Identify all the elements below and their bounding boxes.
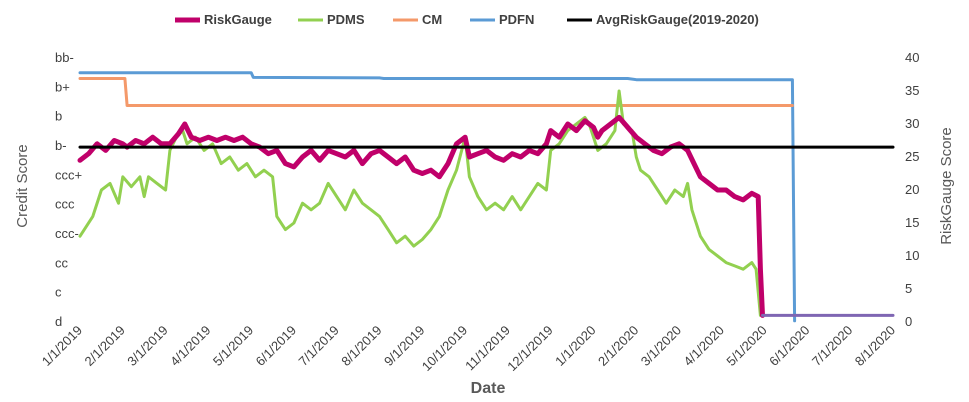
y-left-tick-label: c: [55, 285, 62, 300]
y-right-tick-label: 35: [905, 83, 919, 98]
y-right-tick-label: 10: [905, 248, 919, 263]
y-left-tick-label: ccc: [55, 197, 75, 212]
legend-label-riskgauge: RiskGauge: [204, 12, 272, 27]
x-tick-label: 12/1/2019: [504, 323, 556, 375]
series-line-pdfn: [78, 71, 797, 323]
legend-label-pdms: PDMS: [327, 12, 365, 27]
series-group: [77, 71, 895, 323]
series-line-riskgauge: [77, 114, 765, 318]
legend-label-cm: CM: [422, 12, 442, 27]
legend-label-pdfn: PDFN: [499, 12, 534, 27]
y-left-tick-label: b-: [55, 138, 67, 153]
y-left-tick-label: b: [55, 109, 62, 124]
x-tick-label: 5/1/2019: [210, 323, 256, 369]
x-tick-label: 1/1/2019: [39, 323, 85, 369]
x-tick-label: 5/1/2020: [723, 323, 769, 369]
series-line-cm: [78, 77, 794, 107]
x-tick-label: 7/1/2020: [809, 323, 855, 369]
x-tick-label: 6/1/2019: [253, 323, 299, 369]
x-tick-label: 4/1/2019: [167, 323, 213, 369]
y-left-tick-label: b+: [55, 79, 70, 94]
x-tick-label: 2/1/2020: [595, 323, 641, 369]
y-left-tick-label: bb-: [55, 50, 74, 65]
x-tick-label: 3/1/2020: [638, 323, 684, 369]
x-tick-label: 7/1/2019: [295, 323, 341, 369]
y-right-tick-label: 30: [905, 116, 919, 131]
y-right-tick-label: 15: [905, 215, 919, 230]
x-axis-title: Date: [471, 380, 506, 397]
legend: RiskGauge PDMS CM PDFN AvgRiskGauge(2019…: [175, 12, 759, 27]
y-right-tick-label: 0: [905, 314, 912, 329]
x-axis: 1/1/20192/1/20193/1/20194/1/20195/1/2019…: [39, 323, 898, 375]
x-tick-label: 2/1/2019: [82, 323, 128, 369]
y-left-tick-label: ccc-: [55, 226, 79, 241]
y-left-tick-label: ccc+: [55, 167, 82, 182]
y-right-tick-label: 5: [905, 281, 912, 296]
y-left-tick-label: d: [55, 314, 62, 329]
legend-label-avgriskgauge: AvgRiskGauge(2019-2020): [596, 12, 759, 27]
y-axis-right-title: RiskGauge Score: [938, 127, 955, 245]
x-tick-label: 3/1/2019: [124, 323, 170, 369]
y-right-tick-label: 40: [905, 50, 919, 65]
y-axis-left-title: Credit Score: [14, 144, 31, 227]
x-tick-label: 8/1/2019: [338, 323, 384, 369]
y-axis-right: 0 5 10 15 20 25 30 35 40: [905, 50, 919, 329]
x-tick-label: 4/1/2020: [681, 323, 727, 369]
y-right-tick-label: 20: [905, 182, 919, 197]
x-tick-label: 8/1/2020: [852, 323, 898, 369]
x-tick-label: 1/1/2020: [552, 323, 598, 369]
series-line-pdms: [78, 89, 764, 317]
y-right-tick-label: 25: [905, 149, 919, 164]
y-left-tick-label: cc: [55, 255, 69, 270]
x-tick-label: 10/1/2019: [419, 323, 471, 375]
x-tick-label: 6/1/2020: [766, 323, 812, 369]
